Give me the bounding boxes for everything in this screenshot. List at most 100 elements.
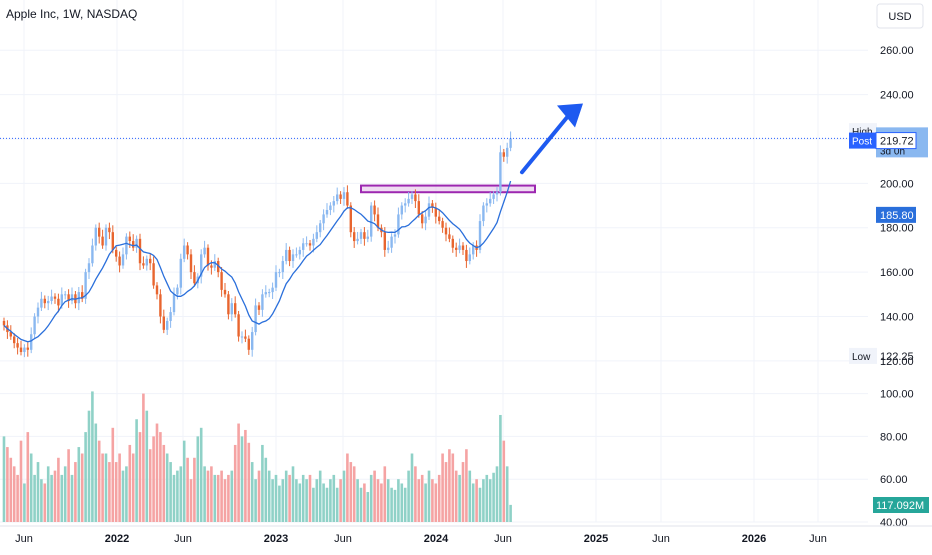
volume-bar: [16, 474, 19, 522]
candle-body: [325, 209, 329, 215]
candle-body: [237, 314, 240, 337]
volume-bar: [97, 440, 101, 522]
volume-bar: [281, 479, 285, 522]
volume-bar: [199, 427, 203, 522]
volume-bar: [441, 453, 444, 522]
arrow-shaft[interactable]: [520, 110, 573, 175]
price-label-value: 219.72: [880, 136, 914, 148]
candle-body: [472, 245, 475, 255]
candle-body: [295, 254, 298, 256]
candle-body: [254, 305, 257, 333]
candle-body: [247, 338, 250, 350]
price-labels: High220.38220.273d 0hPost219.72185.80Low…: [849, 123, 928, 364]
resistance-zone[interactable]: [360, 184, 536, 194]
candle-body: [424, 216, 427, 224]
candle-body: [125, 236, 128, 255]
volume-bar: [325, 487, 329, 522]
volume-bar: [380, 483, 383, 522]
volume-bar: [104, 453, 108, 522]
candle-body: [458, 245, 461, 250]
candle-body: [145, 258, 148, 266]
candle-body: [373, 205, 376, 215]
price-label-value: 122.25: [880, 351, 914, 363]
candle-body: [322, 214, 325, 224]
arrow-head[interactable]: [557, 103, 583, 128]
volume-bar: [393, 489, 397, 522]
candle-body: [200, 254, 203, 277]
volume-bar: [101, 453, 104, 522]
moving-average: [3, 180, 512, 343]
price-tag-box: [849, 347, 877, 364]
volume-bar: [271, 479, 274, 522]
candle-body: [162, 316, 165, 330]
time-axis[interactable]: Jun 2022 Jun 2023 Jun 2024 Jun 2025 Jun 2026 Jun: [0, 525, 932, 545]
candle-body: [166, 320, 169, 330]
volume-bar: [84, 432, 87, 522]
candle-body: [274, 272, 278, 288]
candle-body: [485, 203, 488, 206]
candle-body: [387, 247, 390, 250]
volume-axis: 100.00 80.00 60.00 40.00 117.092M: [873, 389, 929, 529]
candle-body: [240, 336, 244, 338]
candle-body: [288, 249, 291, 262]
volume-bar: [482, 479, 485, 522]
trend-arrow[interactable]: [520, 103, 583, 175]
candle-body: [349, 205, 352, 233]
candle-body: [210, 265, 213, 268]
volume-bar: [128, 444, 132, 522]
price-axis[interactable]: 260.00240.00220.00200.00180.00160.00140.…: [880, 45, 914, 368]
volume-bar: [155, 423, 159, 522]
volume-value-label: 117.092M: [876, 500, 924, 512]
volume-bar: [329, 479, 332, 522]
candle-body: [438, 216, 441, 222]
volume-bar: [131, 453, 135, 522]
candle-body: [489, 198, 492, 204]
volume-bar: [77, 447, 81, 522]
price-label-tag: Low: [852, 352, 871, 363]
candle-body: [111, 232, 114, 250]
volume-bar: [227, 474, 230, 522]
candle-body: [60, 294, 63, 306]
volume-bar: [29, 453, 33, 522]
volume-bar: [427, 470, 431, 522]
candle-body: [47, 300, 50, 304]
volume-bar: [60, 474, 64, 522]
candle-body: [9, 332, 12, 337]
volume-bar: [332, 474, 336, 522]
chart-title: Apple Inc, 1W, NASDAQ: [6, 7, 137, 21]
price-label-value: 185.80: [880, 210, 914, 222]
volume-bar: [278, 485, 281, 522]
candle-body: [478, 221, 482, 250]
time-tick-label: 2024: [424, 533, 449, 545]
volume-bar: [356, 479, 359, 522]
volume-bars: [2, 391, 512, 522]
moving-average-line: [3, 180, 512, 343]
volume-bar: [118, 453, 121, 522]
candle-body: [417, 201, 420, 215]
volume-bar: [261, 444, 264, 522]
resistance-zone-box[interactable]: [360, 184, 536, 194]
currency-button[interactable]: [876, 3, 924, 29]
candle-body: [448, 234, 451, 239]
candle-body: [407, 198, 410, 204]
candle-body: [220, 272, 223, 290]
candle-body: [203, 247, 206, 255]
volume-bar: [383, 466, 387, 522]
volume-bar: [237, 423, 240, 522]
candle-body: [434, 207, 437, 217]
candle-body: [302, 243, 305, 250]
volume-bar: [397, 479, 400, 522]
candle-body: [115, 249, 118, 257]
volume-bar: [291, 466, 295, 522]
candle-body: [70, 294, 74, 301]
volume-bar: [499, 414, 502, 522]
volume-bar: [451, 453, 455, 522]
candle-body: [257, 305, 261, 310]
volume-bar: [148, 449, 152, 522]
candle-body: [2, 320, 6, 326]
volume-bar: [206, 470, 210, 522]
price-tick-label: 260.00: [880, 45, 914, 57]
candle-body: [356, 238, 359, 242]
